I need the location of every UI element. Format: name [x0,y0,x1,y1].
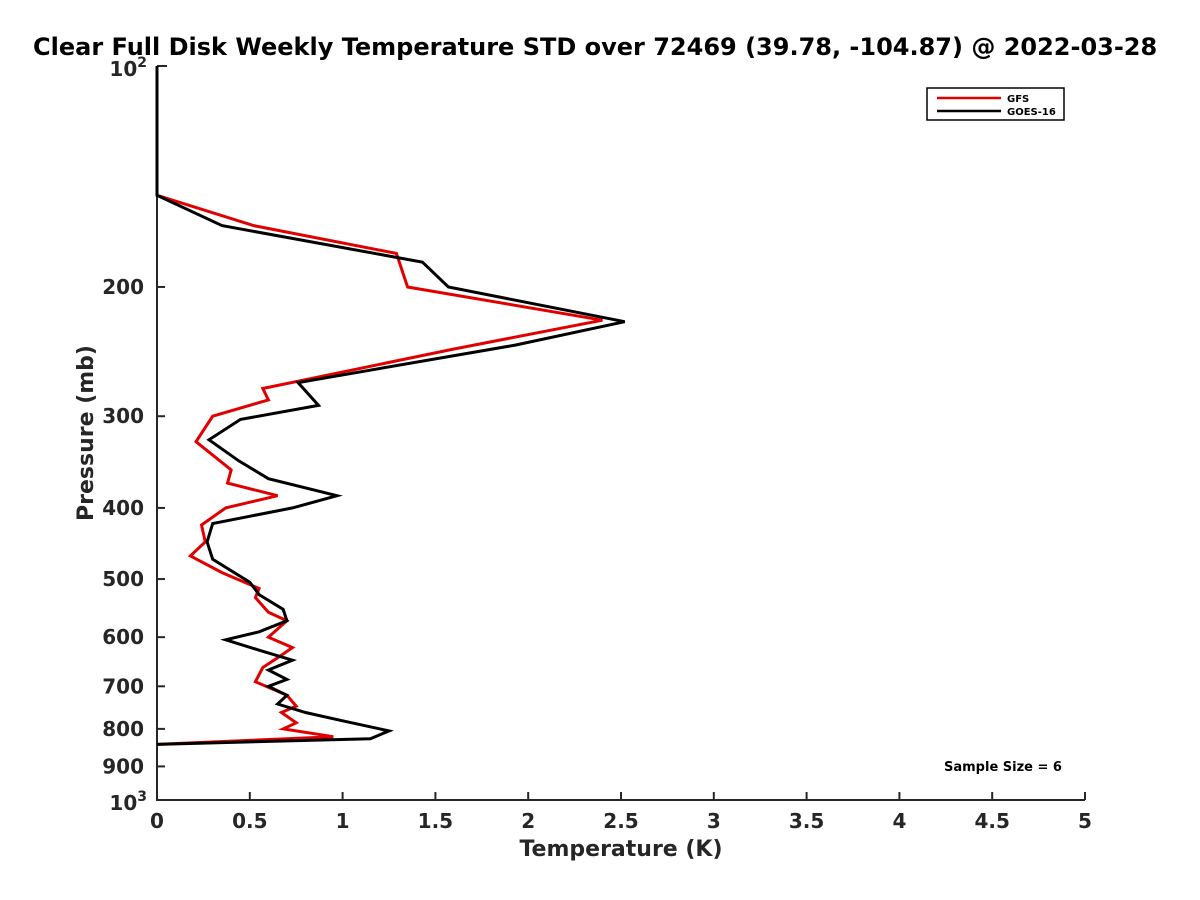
x-tick-label: 1 [336,809,350,833]
x-tick-label: 4 [892,809,906,833]
y-tick-label: 600 [102,625,144,649]
x-tick-label: 3.5 [789,809,824,833]
x-tick-label: 3 [707,809,721,833]
y-decade-exponent: 3 [137,789,147,805]
axes [156,66,1085,801]
legend-label: GFS [1007,94,1029,105]
x-tick-label: 0.5 [232,809,267,833]
y-decade-label: 102 [109,55,147,81]
series-line-gfs [155,66,603,746]
series-lines [155,66,626,746]
x-tick-label: 5 [1078,809,1092,833]
x-tick-label: 1.5 [418,809,453,833]
y-tick-label: 400 [102,496,144,520]
sample-size-annotation: Sample Size = 6 [944,760,1062,775]
legend-entries: GFS GOES-16 [937,94,1056,118]
y-decade-base: 10 [109,791,137,815]
x-tick-label: 2 [521,809,535,833]
axis-frame [156,66,1085,801]
y-axis-label: Pressure (mb) [74,345,99,521]
y-tick-label: 500 [102,567,144,591]
x-tick-label: 2.5 [603,809,638,833]
x-tick-label: 0 [150,809,164,833]
x-tick-label: 4.5 [974,809,1009,833]
legend: GFS GOES-16 [926,87,1065,121]
y-decade-exponent: 2 [137,55,147,71]
y-decade-label: 103 [109,789,147,815]
series-line-goes-16 [155,66,626,746]
legend-box [926,87,1065,121]
y-tick-label: 200 [102,275,144,299]
y-tick-label: 300 [102,404,144,428]
y-tick-label: 700 [102,674,144,698]
y-decade-base: 10 [109,57,137,81]
x-axis-label: Temperature (K) [519,837,722,862]
y-tick-label: 800 [102,717,144,741]
x-axis-ticks: 0 0.5 1 1.5 2 2.5 3 3.5 4 4.5 5 [150,792,1092,833]
legend-label: GOES-16 [1007,107,1056,118]
y-tick-label: 900 [102,754,144,778]
chart-title: Clear Full Disk Weekly Temperature STD o… [33,33,1157,61]
